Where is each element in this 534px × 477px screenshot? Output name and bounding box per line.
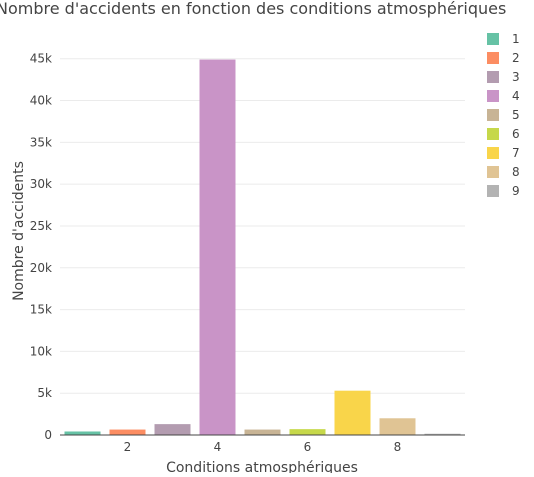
legend-label: 8 [512,165,520,179]
x-tick-label: 4 [214,440,222,454]
legend-label: 3 [512,70,520,84]
bar-3[interactable] [154,424,191,435]
legend-item-5[interactable]: 5 [487,108,520,122]
legend-item-9[interactable]: 9 [487,184,520,198]
y-tick-label: 5k [37,386,52,400]
bar-2[interactable] [109,429,146,435]
y-tick-label: 45k [30,52,52,66]
y-tick-label: 10k [30,344,52,358]
legend-item-6[interactable]: 6 [487,127,520,141]
legend-swatch [487,128,499,140]
y-tick-label: 40k [30,94,52,108]
legend-swatch [487,166,499,178]
legend-item-4[interactable]: 4 [487,89,520,103]
legend-item-1[interactable]: 1 [487,32,520,46]
legend-label: 6 [512,127,520,141]
bar-8[interactable] [379,418,416,435]
bar-9[interactable] [424,433,461,435]
legend-item-7[interactable]: 7 [487,146,520,160]
bar-4[interactable] [199,59,236,436]
y-tick-label: 0 [44,428,52,442]
legend-swatch [487,52,499,64]
bar-5[interactable] [244,429,281,435]
y-axis-title: Nombre d'accidents [11,161,27,301]
y-tick-label: 20k [30,261,52,275]
x-axis-title: Conditions atmosphériques [166,460,358,473]
bars [64,59,461,436]
legend: 1 2 3 4 5 6 7 8 9 [487,32,520,198]
legend-label: 2 [512,51,520,65]
y-tick-label: 30k [30,177,52,191]
x-tick-label: 2 [124,440,132,454]
legend-label: 4 [512,89,520,103]
y-tick-label: 35k [30,135,52,149]
legend-swatch [487,109,499,121]
legend-swatch [487,71,499,83]
x-tick-label: 8 [394,440,402,454]
legend-label: 9 [512,184,520,198]
legend-item-8[interactable]: 8 [487,165,520,179]
bar-7[interactable] [334,390,371,435]
y-tick-label: 15k [30,303,52,317]
axes: 0 5k 10k 15k 20k 25k 30k 35k 40k 45k 2 4 6 8 [30,52,465,454]
bar-1[interactable] [64,431,101,435]
legend-swatch [487,147,499,159]
legend-swatch [487,185,499,197]
legend-label: 1 [512,32,520,46]
gridlines [60,58,465,394]
legend-swatch [487,90,499,102]
legend-label: 5 [512,108,520,122]
legend-swatch [487,33,499,45]
chart-title: Nombre d'accidents en fonction des condi… [0,0,506,18]
legend-item-3[interactable]: 3 [487,70,520,84]
x-tick-label: 6 [304,440,312,454]
y-tick-label: 25k [30,219,52,233]
legend-item-2[interactable]: 2 [487,51,520,65]
legend-label: 7 [512,146,520,160]
bar-6[interactable] [289,429,326,435]
